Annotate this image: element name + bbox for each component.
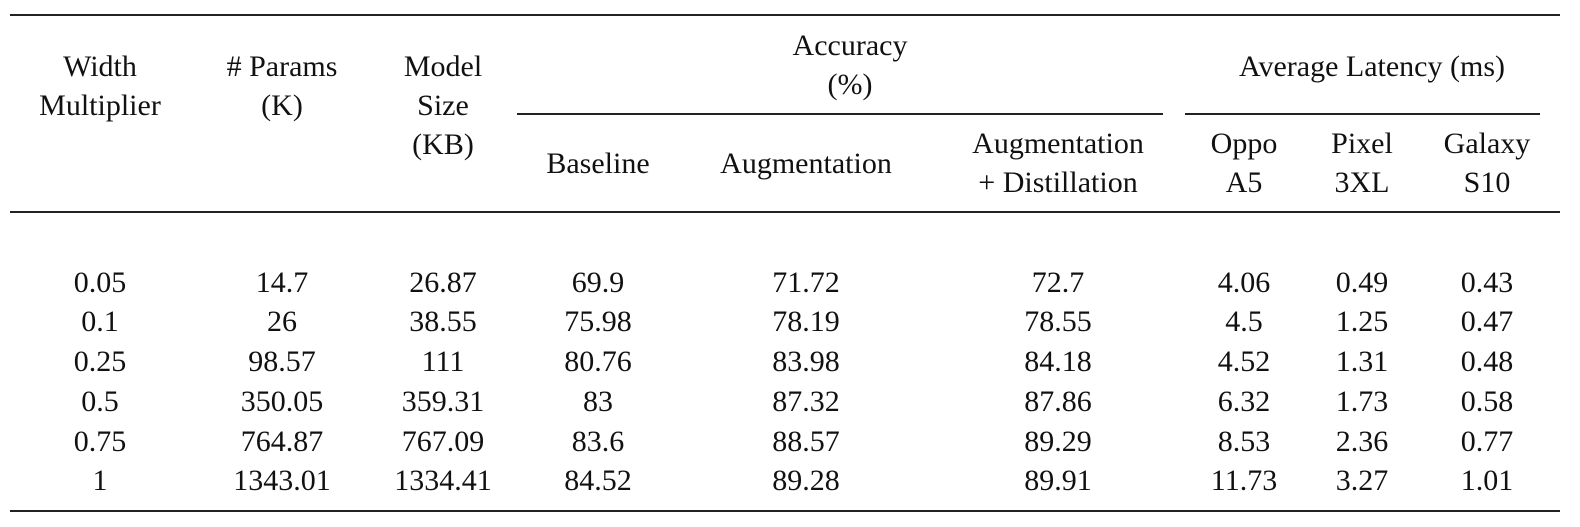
- bottom-rule: [10, 510, 1560, 512]
- cell-width-multiplier: 0.1: [81, 305, 119, 338]
- cell-model-size: 38.55: [409, 305, 477, 338]
- cell-baseline: 83: [583, 385, 613, 418]
- cell-aug-distill: 89.29: [1024, 425, 1092, 458]
- cell-pixel: 1.73: [1335, 385, 1389, 418]
- header-line: 3XL: [1334, 166, 1390, 199]
- header-rule: [10, 211, 1560, 213]
- cell-oppo: 11.73: [1210, 464, 1278, 497]
- header-line: # Params: [226, 50, 338, 83]
- header-line: (KB): [412, 128, 474, 161]
- header-line: Size: [417, 89, 469, 122]
- cell-galaxy: 0.48: [1460, 345, 1514, 378]
- header-oppo: Oppo A5: [1211, 124, 1278, 202]
- cell-baseline: 83.6: [571, 425, 625, 458]
- cell-oppo: 4.52: [1217, 345, 1271, 378]
- cell-params: 350.05: [240, 385, 324, 418]
- cell-params: 14.7: [255, 266, 309, 299]
- cell-galaxy: 0.47: [1460, 305, 1514, 338]
- cell-oppo: 4.5: [1225, 305, 1263, 338]
- header-line: Model: [403, 50, 483, 83]
- cell-galaxy: 0.77: [1460, 425, 1514, 458]
- cell-baseline: 75.98: [564, 305, 632, 338]
- cell-params: 764.87: [240, 425, 324, 458]
- cell-augmentation: 78.19: [772, 305, 840, 338]
- header-accuracy: Accuracy (%): [793, 26, 908, 104]
- header-line: Galaxy: [1443, 127, 1531, 160]
- header-line: S10: [1463, 166, 1511, 199]
- cell-aug-distill: 78.55: [1024, 305, 1092, 338]
- cell-galaxy: 0.58: [1460, 385, 1514, 418]
- cell-pixel: 0.49: [1335, 266, 1389, 299]
- header-line: + Distillation: [978, 166, 1138, 199]
- latency-cmidrule: [1185, 113, 1540, 115]
- cell-pixel: 2.36: [1335, 425, 1389, 458]
- cell-augmentation: 83.98: [772, 345, 840, 378]
- header-line: Multiplier: [39, 89, 161, 122]
- cell-augmentation: 88.57: [772, 425, 840, 458]
- header-line: (%): [827, 68, 873, 101]
- cell-aug-distill: 89.91: [1024, 464, 1092, 497]
- cell-baseline: 84.52: [564, 464, 632, 497]
- header-latency: Average Latency (ms): [1239, 50, 1505, 83]
- header-baseline: Baseline: [546, 147, 650, 180]
- cell-augmentation: 71.72: [772, 266, 840, 299]
- cell-pixel: 3.27: [1335, 464, 1389, 497]
- header-line: Width: [63, 50, 137, 83]
- cell-model-size: 26.87: [409, 266, 477, 299]
- header-galaxy: Galaxy S10: [1444, 124, 1531, 202]
- header-line: Accuracy: [792, 29, 908, 62]
- header-line: Pixel: [1331, 127, 1393, 160]
- cell-augmentation: 87.32: [772, 385, 840, 418]
- cell-aug-distill: 87.86: [1024, 385, 1092, 418]
- cell-aug-distill: 72.7: [1031, 266, 1085, 299]
- cell-params: 1343.01: [233, 464, 331, 497]
- top-rule: [10, 14, 1560, 16]
- cell-pixel: 1.31: [1335, 345, 1389, 378]
- cell-oppo: 6.32: [1217, 385, 1271, 418]
- cell-pixel: 1.25: [1335, 305, 1389, 338]
- header-line: Oppo: [1210, 127, 1278, 160]
- cell-model-size: 359.31: [401, 385, 485, 418]
- accuracy-cmidrule: [517, 113, 1163, 115]
- cell-width-multiplier: 0.5: [81, 385, 119, 418]
- cell-baseline: 80.76: [564, 345, 632, 378]
- cell-galaxy: 1.01: [1460, 464, 1514, 497]
- cell-width-multiplier: 0.05: [73, 266, 127, 299]
- cell-aug-distill: 84.18: [1024, 345, 1092, 378]
- cell-params: 26: [267, 305, 297, 338]
- cell-width-multiplier: 0.25: [73, 345, 127, 378]
- cell-oppo: 4.06: [1217, 266, 1271, 299]
- cell-model-size: 1334.41: [394, 464, 492, 497]
- header-line: Augmentation: [972, 127, 1144, 160]
- header-line: (K): [261, 89, 303, 122]
- cell-model-size: 767.09: [401, 425, 485, 458]
- header-pixel: Pixel 3XL: [1331, 124, 1393, 202]
- header-width-multiplier: Width Multiplier: [39, 47, 161, 125]
- cell-oppo: 8.53: [1217, 425, 1271, 458]
- cell-width-multiplier: 1: [92, 464, 108, 497]
- header-aug-distill: Augmentation + Distillation: [972, 124, 1144, 202]
- cell-params: 98.57: [248, 345, 316, 378]
- header-model-size: Model Size (KB): [404, 47, 482, 164]
- cell-width-multiplier: 0.75: [73, 425, 127, 458]
- header-params: # Params (K): [227, 47, 338, 125]
- header-augmentation: Augmentation: [720, 147, 892, 180]
- cell-baseline: 69.9: [571, 266, 625, 299]
- cell-galaxy: 0.43: [1460, 266, 1514, 299]
- cell-augmentation: 89.28: [772, 464, 840, 497]
- header-line: A5: [1225, 166, 1263, 199]
- cell-model-size: 111: [421, 345, 465, 378]
